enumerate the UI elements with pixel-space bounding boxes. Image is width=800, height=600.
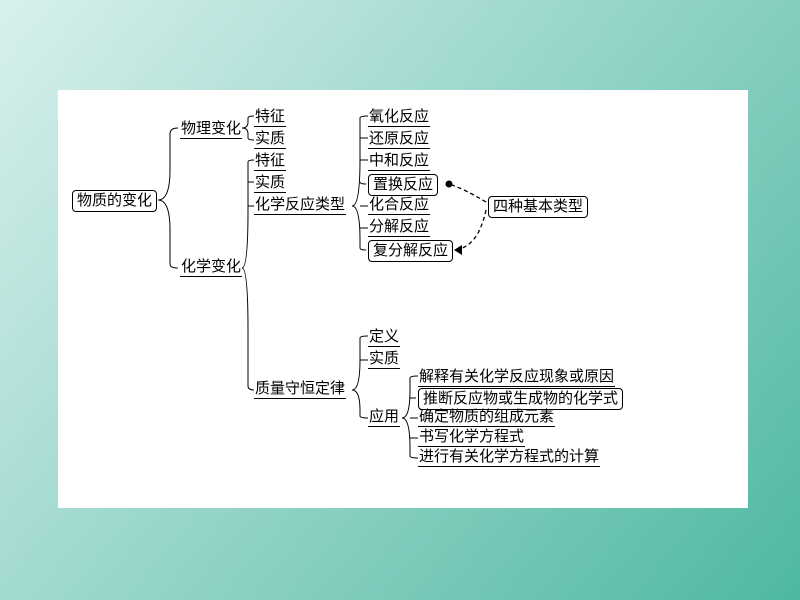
node-label: 进行有关化学方程式的计算: [419, 449, 599, 465]
diagram-panel: 物质的变化 物理变化 化学变化 特征 实质 特征 实质 化学反应类型 质量守恒定…: [58, 90, 748, 508]
node-label: 还原反应: [369, 131, 429, 147]
node-label: 质量守恒定律: [255, 381, 345, 397]
node-label: 物质的变化: [77, 193, 152, 209]
node-feature-2: 特征: [254, 152, 286, 171]
node-label: 四种基本类型: [493, 199, 583, 215]
node-app-5: 进行有关化学方程式的计算: [418, 448, 600, 467]
node-essence-2: 实质: [254, 174, 286, 193]
node-oxidation: 氧化反应: [368, 108, 430, 127]
node-app-4: 书写化学方程式: [418, 428, 525, 447]
node-mass-law: 质量守恒定律: [254, 380, 346, 399]
node-reduction: 还原反应: [368, 130, 430, 149]
node-displacement: 置换反应: [368, 174, 438, 196]
node-label: 推断反应物或生成物的化学式: [423, 391, 618, 407]
node-label: 实质: [255, 175, 285, 191]
node-decomposition: 分解反应: [368, 218, 430, 237]
node-label: 书写化学方程式: [419, 429, 524, 445]
node-label: 应用: [369, 409, 399, 425]
node-label: 定义: [369, 329, 399, 345]
node-label: 物理变化: [181, 121, 241, 137]
node-label: 化学反应类型: [255, 197, 345, 213]
node-feature-1: 特征: [254, 108, 286, 127]
node-application: 应用: [368, 408, 400, 427]
node-app-3: 确定物质的组成元素: [418, 408, 555, 427]
node-metathesis: 复分解反应: [368, 240, 453, 262]
node-label: 实质: [255, 131, 285, 147]
node-label: 中和反应: [369, 153, 429, 169]
node-app-1: 解释有关化学反应现象或原因: [418, 368, 615, 387]
node-label: 解释有关化学反应现象或原因: [419, 369, 614, 385]
node-label: 化学变化: [181, 259, 241, 275]
node-label: 置换反应: [373, 177, 433, 193]
node-combination: 化合反应: [368, 196, 430, 215]
node-essence-1: 实质: [254, 130, 286, 149]
node-app-2: 推断反应物或生成物的化学式: [418, 388, 623, 410]
node-chemical-change: 化学变化: [180, 258, 242, 277]
node-physical-change: 物理变化: [180, 120, 242, 139]
node-four-types: 四种基本类型: [488, 196, 588, 218]
node-label: 复分解反应: [373, 243, 448, 259]
node-reaction-type: 化学反应类型: [254, 196, 346, 215]
node-definition: 定义: [368, 328, 400, 347]
node-label: 实质: [369, 351, 399, 367]
node-neutralization: 中和反应: [368, 152, 430, 171]
node-label: 氧化反应: [369, 109, 429, 125]
node-root: 物质的变化: [72, 190, 157, 212]
node-label: 化合反应: [369, 197, 429, 213]
node-label: 特征: [255, 109, 285, 125]
node-essence-law: 实质: [368, 350, 400, 369]
node-label: 特征: [255, 153, 285, 169]
node-label: 分解反应: [369, 219, 429, 235]
node-label: 确定物质的组成元素: [419, 409, 554, 425]
